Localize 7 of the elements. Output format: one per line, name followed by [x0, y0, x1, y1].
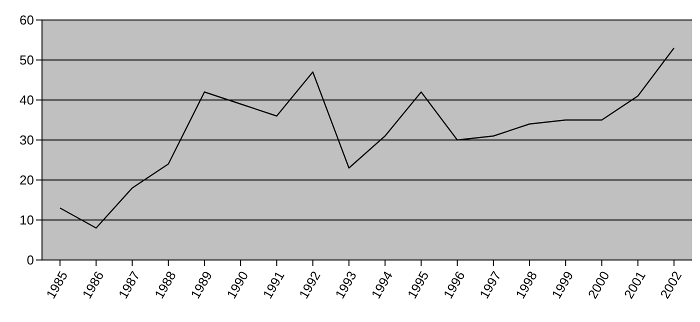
y-tick-label: 0: [26, 252, 34, 268]
y-tick-label: 60: [20, 12, 34, 28]
y-tick-label: 40: [20, 92, 34, 108]
y-tick-label: 30: [20, 132, 34, 148]
y-tick-label: 50: [20, 52, 34, 68]
y-tick-label: 20: [20, 172, 34, 188]
y-tick-label: 10: [20, 212, 34, 228]
